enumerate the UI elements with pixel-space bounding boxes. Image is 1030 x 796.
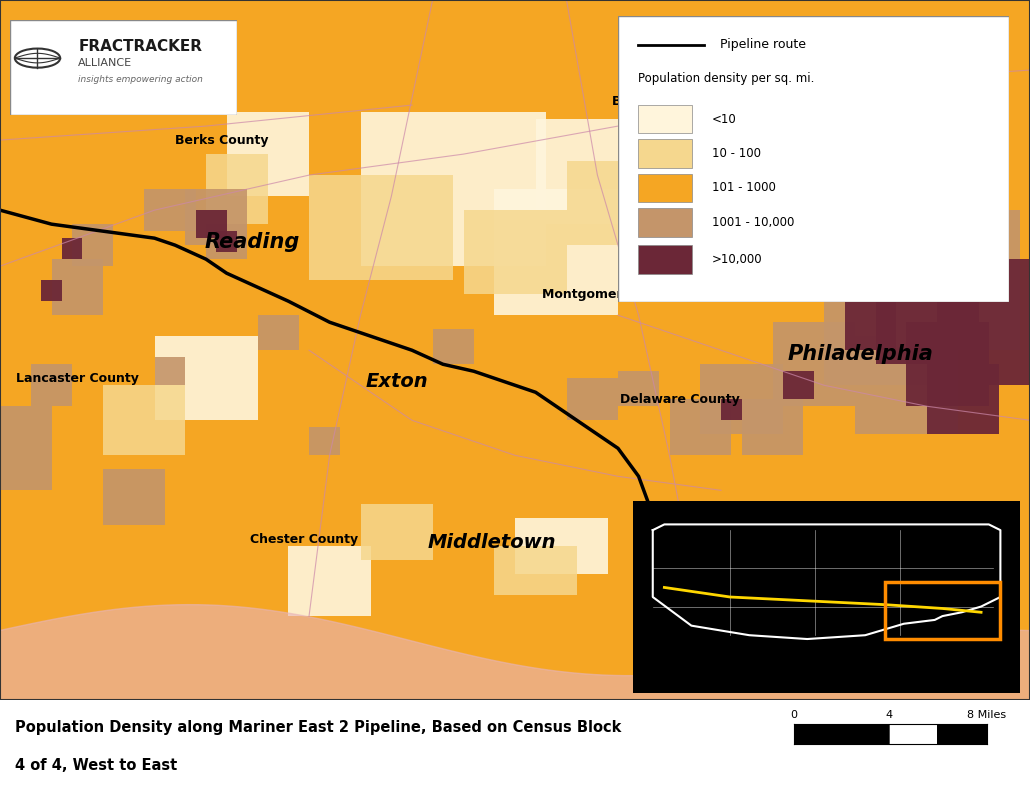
- Text: 8 Miles: 8 Miles: [967, 710, 1006, 720]
- Text: insights empowering action: insights empowering action: [78, 75, 203, 84]
- Polygon shape: [433, 330, 474, 365]
- Polygon shape: [360, 112, 546, 266]
- Polygon shape: [855, 336, 958, 435]
- Text: 4: 4: [886, 710, 893, 720]
- Polygon shape: [845, 295, 896, 350]
- Bar: [638, 245, 692, 274]
- Polygon shape: [670, 161, 721, 210]
- Polygon shape: [896, 210, 1020, 350]
- Polygon shape: [62, 238, 82, 259]
- Polygon shape: [752, 224, 803, 280]
- Polygon shape: [721, 400, 742, 420]
- Polygon shape: [216, 231, 237, 252]
- Polygon shape: [144, 189, 196, 231]
- Polygon shape: [196, 210, 227, 238]
- Polygon shape: [31, 365, 72, 406]
- Polygon shape: [618, 126, 690, 196]
- Text: Exton: Exton: [366, 373, 427, 392]
- Polygon shape: [154, 336, 258, 420]
- Text: Montgomery County: Montgomery County: [542, 287, 684, 301]
- Polygon shape: [72, 224, 113, 266]
- Bar: [794, 724, 889, 744]
- Polygon shape: [309, 427, 340, 455]
- Text: 0: 0: [791, 710, 797, 720]
- Bar: [638, 208, 692, 236]
- Polygon shape: [742, 400, 803, 455]
- Polygon shape: [566, 378, 618, 420]
- Bar: [638, 139, 692, 168]
- Polygon shape: [494, 546, 577, 595]
- Polygon shape: [227, 112, 309, 196]
- Polygon shape: [937, 259, 1030, 385]
- Text: Philadelphia: Philadelphia: [787, 344, 933, 364]
- Polygon shape: [360, 505, 433, 560]
- Text: Population Density along Mariner East 2 Pipeline, Based on Census Block: Population Density along Mariner East 2 …: [15, 720, 622, 735]
- Polygon shape: [464, 210, 566, 295]
- Polygon shape: [618, 371, 659, 406]
- Polygon shape: [876, 259, 978, 365]
- Polygon shape: [536, 119, 639, 224]
- Polygon shape: [772, 322, 855, 406]
- Text: 1001 - 10,000: 1001 - 10,000: [712, 216, 794, 228]
- Polygon shape: [700, 365, 783, 435]
- Polygon shape: [185, 189, 247, 245]
- Text: Delaware County: Delaware County: [620, 392, 740, 406]
- Bar: [937, 724, 987, 744]
- Text: Berks County: Berks County: [175, 134, 268, 146]
- Polygon shape: [670, 400, 731, 455]
- Text: Population density per sq. mi.: Population density per sq. mi.: [638, 72, 814, 85]
- Polygon shape: [206, 154, 268, 224]
- Text: Bucks County: Bucks County: [612, 95, 707, 108]
- Text: Lancaster County: Lancaster County: [15, 372, 139, 384]
- Polygon shape: [103, 470, 165, 525]
- Polygon shape: [515, 518, 608, 575]
- Text: Middletown: Middletown: [428, 533, 556, 552]
- Polygon shape: [258, 315, 299, 350]
- Text: FRACTRACKER: FRACTRACKER: [78, 39, 202, 54]
- Text: 4 of 4, West to East: 4 of 4, West to East: [15, 758, 178, 773]
- Text: Pipeline route: Pipeline route: [720, 38, 805, 51]
- Text: Reading: Reading: [205, 232, 300, 252]
- Text: 101 - 1000: 101 - 1000: [712, 181, 776, 194]
- Polygon shape: [927, 365, 999, 435]
- Text: ALLIANCE: ALLIANCE: [78, 58, 133, 68]
- Polygon shape: [309, 175, 453, 280]
- Bar: [638, 174, 692, 202]
- Text: <10: <10: [712, 112, 736, 126]
- Polygon shape: [41, 280, 62, 301]
- Polygon shape: [103, 385, 185, 455]
- Bar: [638, 105, 692, 134]
- Polygon shape: [288, 546, 371, 616]
- Text: Chester County: Chester County: [250, 533, 357, 546]
- Bar: [889, 724, 937, 744]
- Polygon shape: [206, 224, 247, 259]
- Polygon shape: [824, 259, 948, 385]
- Polygon shape: [494, 189, 618, 315]
- Polygon shape: [566, 161, 649, 245]
- Polygon shape: [639, 588, 700, 630]
- Polygon shape: [0, 406, 52, 490]
- Polygon shape: [783, 371, 814, 400]
- Polygon shape: [906, 322, 989, 406]
- Polygon shape: [721, 84, 783, 140]
- Polygon shape: [154, 357, 185, 385]
- Polygon shape: [52, 259, 103, 315]
- Text: 10 - 100: 10 - 100: [712, 147, 761, 160]
- Text: >10,000: >10,000: [712, 253, 762, 266]
- Bar: [885, 582, 1000, 639]
